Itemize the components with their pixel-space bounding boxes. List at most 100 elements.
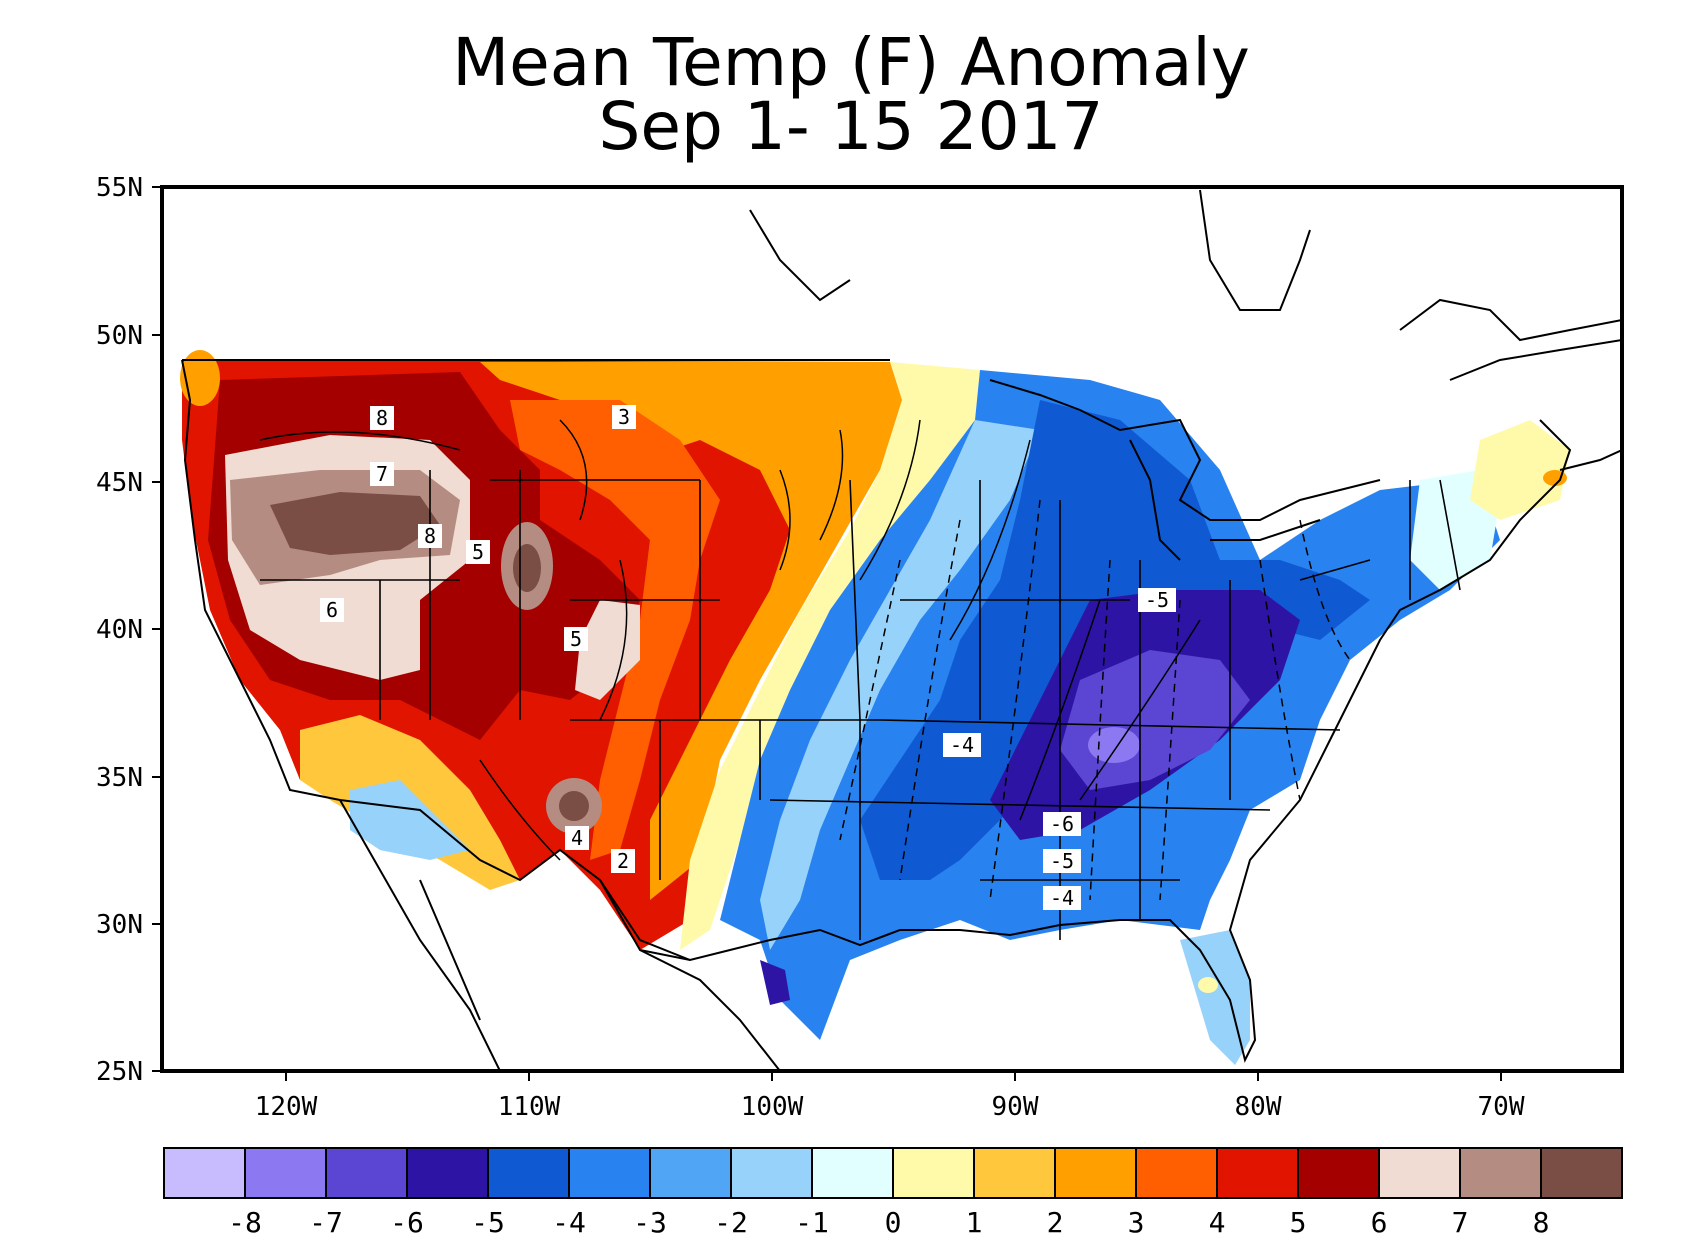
sw-cool-pocket	[350, 780, 470, 860]
legend-swatch	[163, 1147, 246, 1199]
lat-label: 30N	[96, 910, 143, 940]
lat-label: 50N	[96, 321, 143, 351]
legend-swatch	[649, 1147, 732, 1199]
contour-label: 8	[376, 406, 388, 430]
map-title: Mean Temp (F) Anomaly	[452, 24, 1250, 101]
lat-label: 25N	[96, 1057, 143, 1087]
legend-label: -8	[228, 1206, 262, 1239]
legend-swatch	[406, 1147, 489, 1199]
contour-label: 2	[617, 849, 629, 873]
contour-labels: 8 7 8 6 5 5 3 -5 -4 -6 -5 -4 4 2	[320, 405, 1176, 910]
warm-orange-band	[480, 362, 902, 900]
legend-label: -3	[633, 1206, 667, 1239]
legend-swatch	[730, 1147, 813, 1199]
contour-label-bg	[612, 405, 636, 429]
lon-label: 120W	[255, 1092, 318, 1122]
contour-label: -4	[1050, 886, 1074, 910]
legend-swatch	[325, 1147, 408, 1199]
warm-core-nm-inner	[559, 791, 589, 821]
nova-scotia-coast	[1449, 339, 1622, 471]
dashed-contours	[839, 499, 1351, 901]
cool-core	[1088, 727, 1140, 763]
legend-label: 3	[1128, 1206, 1145, 1239]
contour-label-bg	[466, 540, 490, 564]
great-lakes	[989, 379, 1381, 561]
contour-label: 5	[472, 540, 484, 564]
legend-swatch	[973, 1147, 1056, 1199]
lon-label: 100W	[741, 1092, 804, 1122]
anomaly-field	[180, 350, 1570, 1065]
legend-label: 2	[1047, 1206, 1064, 1239]
legend-swatch	[1135, 1147, 1218, 1199]
legend-label: 4	[1209, 1206, 1226, 1239]
longitude-axis: 120W 110W 100W 90W 80W 70W	[255, 1071, 1525, 1122]
contour-label: 3	[618, 405, 630, 429]
legend-label: -2	[714, 1206, 748, 1239]
legend-swatch	[811, 1147, 894, 1199]
contour-label-bg	[564, 627, 588, 651]
contour-label: 5	[570, 627, 582, 651]
contour-label-bg	[370, 462, 394, 486]
state-lines	[260, 470, 1461, 940]
contour-label: -5	[1145, 588, 1169, 612]
lon-label: 90W	[992, 1092, 1039, 1122]
legend-swatch	[1054, 1147, 1137, 1199]
legend-swatch	[1459, 1147, 1542, 1199]
texas-cool-pocket	[760, 960, 790, 1005]
legend-label: 8	[1533, 1206, 1550, 1239]
legend-swatch	[244, 1147, 327, 1199]
contour-label-bg	[1138, 588, 1176, 612]
legend-swatch	[1540, 1147, 1623, 1199]
contour-label-bg	[565, 826, 589, 850]
contour-label-bg	[1043, 849, 1081, 873]
contour-label-bg	[370, 406, 394, 430]
legend-label: 5	[1290, 1206, 1307, 1239]
contour-label: -6	[1050, 812, 1074, 836]
florida-light	[1180, 930, 1250, 1065]
legend-swatch	[892, 1147, 975, 1199]
contour-label: 4	[571, 826, 583, 850]
contour-label-bg	[1043, 886, 1081, 910]
contour-lines	[259, 419, 1201, 861]
warm-dark-brown	[270, 492, 440, 555]
legend-label: -6	[390, 1206, 424, 1239]
legend-label: -7	[309, 1206, 343, 1239]
legend-label: -4	[552, 1206, 586, 1239]
warm-yellow-band	[680, 362, 980, 950]
contour-label: -4	[950, 733, 974, 757]
contour-label: 8	[424, 524, 436, 548]
lon-label: 70W	[1478, 1092, 1525, 1122]
lat-label: 40N	[96, 615, 143, 645]
contour-label: 6	[326, 598, 338, 622]
warm-red-orange	[510, 400, 720, 860]
cool-light-band	[760, 420, 1040, 950]
legend-labels: -8 -7 -6 -5 -4 -3 -2 -1 0 1 2 3 4 5 6 7 8	[228, 1206, 1549, 1239]
legend-swatch	[568, 1147, 651, 1199]
contour-label-bg	[943, 733, 981, 757]
lat-label: 35N	[96, 763, 143, 793]
boundary-lines	[181, 189, 1622, 1071]
warm-light-pink-2	[575, 600, 640, 700]
legend-label: -5	[471, 1206, 505, 1239]
contour-label-bg	[1043, 812, 1081, 836]
lon-label: 80W	[1235, 1092, 1282, 1122]
legend-swatch	[1378, 1147, 1461, 1199]
legend-label: 1	[966, 1206, 983, 1239]
lat-label: 45N	[96, 468, 143, 498]
legend-label: -1	[795, 1206, 829, 1239]
contour-label: 7	[376, 462, 388, 486]
contour-label-bg	[611, 849, 635, 873]
mexico-coast	[339, 799, 781, 1071]
us-outline	[181, 359, 1572, 1063]
legend-swatch	[487, 1147, 570, 1199]
legend-label: 6	[1371, 1206, 1388, 1239]
lat-label: 55N	[96, 173, 143, 203]
legend-label: 0	[885, 1206, 902, 1239]
contour-label-bg	[418, 524, 442, 548]
contour-label: -5	[1050, 849, 1074, 873]
latitude-axis: 55N 50N 45N 40N 35N 30N 25N	[96, 173, 162, 1087]
contour-label-bg	[320, 598, 344, 622]
pacific-nw-orange	[180, 350, 220, 406]
legend-swatch	[1216, 1147, 1299, 1199]
